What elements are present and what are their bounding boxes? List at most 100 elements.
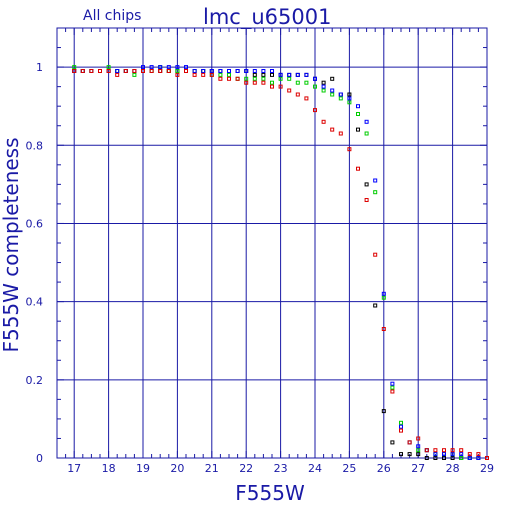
data-point [270,84,274,89]
data-point [89,69,94,73]
data-point [227,76,231,81]
data-point [485,456,489,460]
data-point [166,65,171,70]
data-points [72,65,489,460]
data-point [347,147,352,152]
data-point [123,69,128,73]
data-point [347,100,352,105]
data-point [218,72,223,77]
data-point [407,440,412,445]
data-point [295,92,300,97]
data-point [347,96,352,101]
data-point [450,452,455,457]
data-point [390,385,395,390]
data-point [347,92,352,97]
data-point [141,69,145,73]
data-point [373,178,378,183]
data-point [218,76,223,81]
x-tick-label: 25 [342,462,356,475]
data-point [416,448,421,453]
data-point [330,76,335,81]
data-point [106,65,111,70]
data-point [373,303,378,308]
data-point [442,452,446,457]
data-point [252,76,257,81]
data-point [381,295,386,300]
data-point [98,69,102,73]
data-point [399,424,403,429]
data-point [390,440,395,445]
data-point [261,80,266,85]
data-point [338,131,343,136]
data-point [321,88,326,93]
data-point [381,327,386,331]
data-point [381,409,386,414]
data-point [313,76,317,81]
data-point [399,420,403,425]
data-point [390,381,395,386]
chart-subtitle: All chips [83,8,141,24]
data-point [313,84,317,89]
y-tick-labels: 0 0.2 0.4 0.6 0.8 1 [26,61,44,465]
data-point [149,65,154,70]
data-point [278,72,283,77]
data-point [132,69,137,73]
data-point [407,452,412,457]
data-point [433,448,438,453]
data-point [476,456,481,460]
x-tick-label: 28 [446,462,460,475]
data-point [399,428,403,433]
data-point [72,65,77,70]
data-point [381,291,386,296]
data-point [287,76,292,81]
data-point [450,456,455,460]
data-point [390,389,395,394]
data-point [321,84,326,89]
data-point [287,88,292,93]
data-point [399,452,403,457]
data-point [201,72,206,77]
y-tick-label: 0.6 [26,217,44,230]
y-axis-label: F555W completeness [0,137,23,352]
x-tick-label: 29 [480,462,494,475]
data-point [364,198,369,202]
x-tick-label: 23 [274,462,288,475]
data-point [184,69,188,73]
data-point [356,112,360,116]
data-point [261,69,266,73]
data-point [227,69,231,73]
y-tick-label: 1 [36,61,43,74]
data-point [278,84,283,89]
data-point [373,190,378,195]
chart-title: lmc_u65001 [203,5,331,30]
data-point [304,80,309,85]
data-point [106,69,111,73]
data-point [295,80,300,85]
data-point [459,456,464,460]
data-point [330,92,335,97]
data-point [338,96,343,101]
grid-lines [57,28,487,458]
data-point [450,448,455,453]
data-point [244,76,249,81]
data-point [278,76,283,81]
x-tick-labels: 17 18 19 20 21 22 23 24 25 26 27 28 29 [67,462,494,475]
data-point [304,72,309,77]
data-point [424,448,429,453]
data-point [295,72,300,77]
data-point [166,69,171,73]
x-tick-label: 17 [67,462,81,475]
data-point [192,69,197,73]
data-point [476,452,481,457]
data-point [244,80,249,85]
data-point [158,69,163,73]
data-point [175,65,180,70]
data-point [467,456,472,460]
data-point [115,72,120,77]
data-point [270,69,274,73]
data-point [321,80,326,85]
data-point [364,119,369,124]
x-tick-label: 19 [136,462,150,475]
data-point [356,127,360,132]
